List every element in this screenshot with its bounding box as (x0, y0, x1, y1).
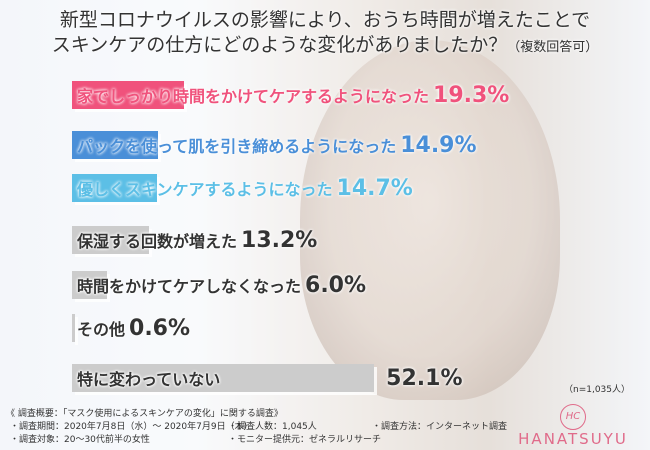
title-line-1: 新型コロナウイルスの影響により、おうち時間が増えたことで (59, 9, 591, 31)
logo-mark: HC (560, 404, 586, 430)
background-photo (300, 40, 560, 400)
category-label: 特に変わっていない (77, 370, 221, 389)
bar-row: 優しくスキンケアするようになった 14.7% (72, 174, 413, 202)
bar (72, 226, 149, 254)
bar (72, 81, 184, 109)
survey-method: ・調査方法：インターネット調査 (372, 422, 508, 432)
survey-period: ・調査期間：2020年7月8日（水）～ 2020年7月9日（木） (10, 422, 253, 432)
logo-name: HANATSUYU (518, 430, 628, 448)
value-label: 52.1% (386, 365, 463, 391)
bar-row: 時間をかけてケアしなくなった 6.0% (72, 271, 366, 299)
bar (72, 131, 159, 159)
value-label: 14.9% (400, 132, 477, 158)
bar (72, 174, 158, 202)
bar-row: 特に変わっていない 52.1% (72, 364, 463, 392)
bar (72, 271, 107, 299)
survey-count: ・調査人数：1,045人 (228, 422, 317, 432)
value-label: 0.6% (129, 315, 191, 341)
bar-row: その他 0.6% (72, 314, 190, 342)
chart-title: 新型コロナウイルスの影響により、おうち時間が増えたことで スキンケアの仕方にどの… (0, 8, 650, 60)
bar-row: パックを使って肌を引き締めるようになった 14.9% (72, 131, 477, 159)
category-label: その他 (77, 320, 126, 339)
bar-row: 家でしっかり時間をかけてケアするようになった 19.3% (72, 81, 509, 109)
bar (72, 314, 76, 342)
sample-size-note: （n=1,035人） (563, 385, 630, 395)
bar (72, 364, 375, 392)
value-label: 6.0% (305, 272, 367, 298)
category-label: パックを使って肌を引き締めるようになった (77, 137, 397, 156)
hanatsuyu-logo: HC HANATSUYU (518, 404, 628, 448)
category-label: 家でしっかり時間をかけてケアするようになった (77, 87, 430, 106)
category-label: 時間をかけてケアしなくなった (77, 277, 302, 296)
value-label: 13.2% (241, 227, 318, 253)
survey-provider: ・モニター提供元：ゼネラルリサーチ (228, 435, 382, 445)
title-note: （複数回答可） (507, 40, 599, 55)
category-label: 優しくスキンケアするようになった (77, 180, 333, 199)
category-label: 保湿する回数が増えた (77, 232, 238, 251)
survey-target: ・調査対象：20～30代前半の女性 (10, 435, 150, 445)
title-line-2: スキンケアの仕方にどのような変化がありましたか？ (51, 34, 508, 56)
survey-heading: 《 調査概要：「マスク使用によるスキンケアの変化」に関する調査》 (6, 409, 283, 419)
value-label: 14.7% (336, 175, 413, 201)
value-label: 19.3% (433, 82, 510, 108)
bar-row: 保湿する回数が増えた 13.2% (72, 226, 317, 254)
